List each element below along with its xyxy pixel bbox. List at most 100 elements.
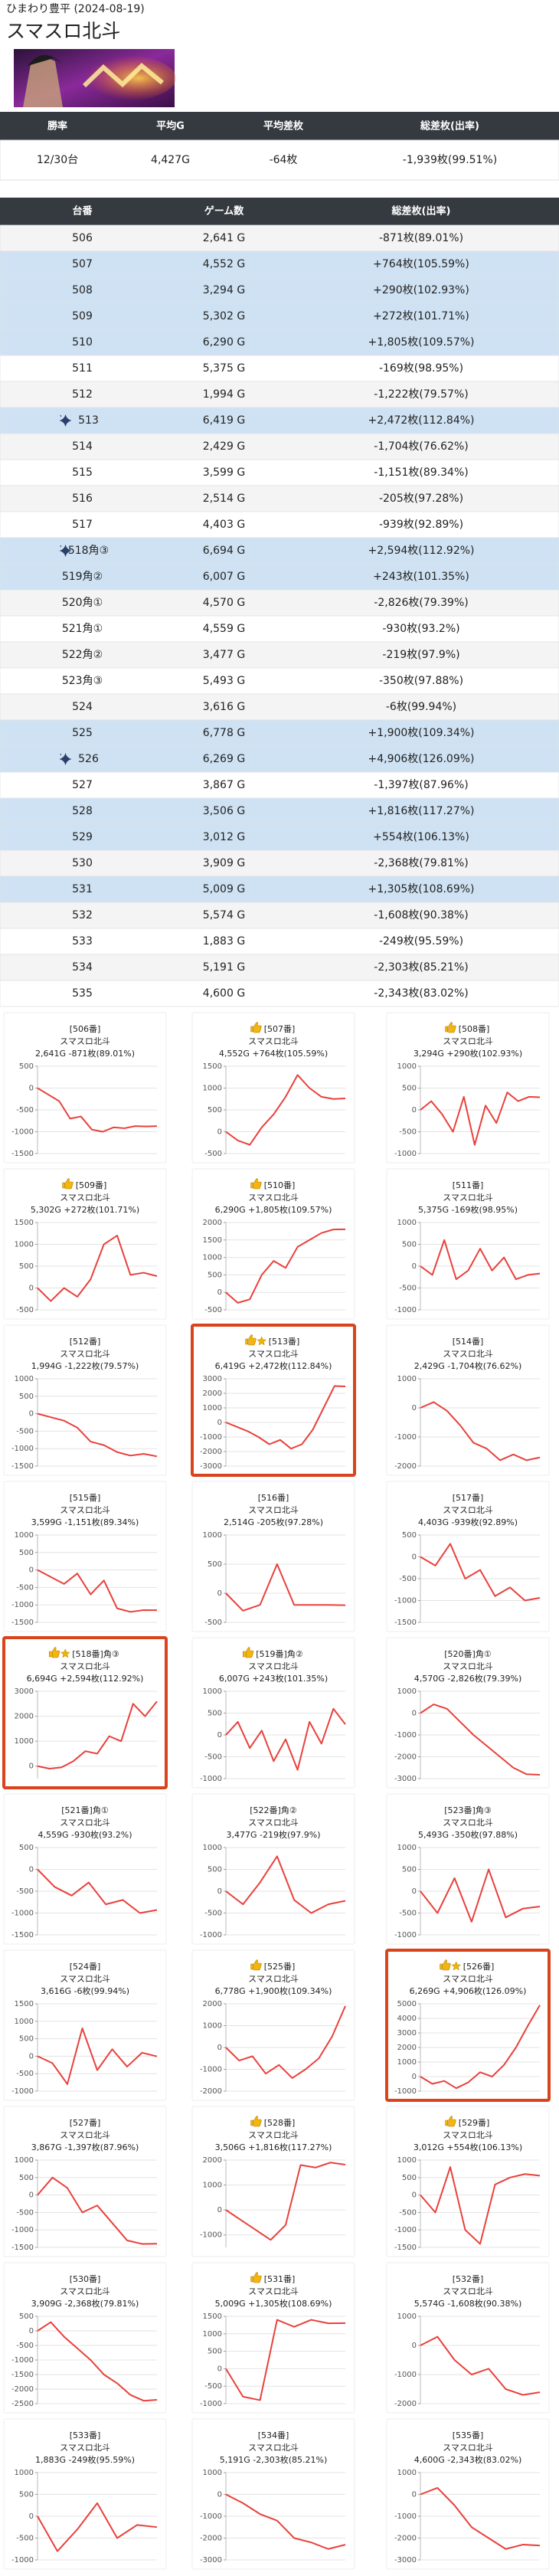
line-series xyxy=(37,1087,158,1133)
line-series xyxy=(37,1868,158,1914)
card-caption: 4,600G -2,343枚(83.02%) xyxy=(414,2454,522,2465)
y-tick-label: 500 xyxy=(402,1085,417,1093)
y-tick-label: 1000 xyxy=(15,1531,34,1540)
thumb-icon xyxy=(242,1647,254,1658)
y-tick-label: -2000 xyxy=(200,2535,222,2543)
y-tick-label: 0 xyxy=(412,1887,417,1896)
y-tick-label: -2500 xyxy=(11,2400,34,2408)
table-row-bg xyxy=(0,303,559,330)
chart-card xyxy=(3,1949,167,2101)
y-tick-label: 0 xyxy=(29,2327,34,2335)
table-row-bg xyxy=(0,641,559,669)
line-series xyxy=(37,2321,158,2402)
card-title: [507番] xyxy=(264,1024,296,1034)
y-tick-label: 3000 xyxy=(203,1375,222,1383)
card-caption: 6,269G +4,906枚(126.09%) xyxy=(410,1985,527,1996)
banner-hair xyxy=(28,54,61,66)
line-series xyxy=(225,1228,346,1304)
summary-cell: -64枚 xyxy=(270,154,298,166)
y-tick-label: 1000 xyxy=(397,2058,417,2067)
y-tick-label: 1000 xyxy=(203,1844,222,1852)
y-tick-label: 1000 xyxy=(397,1062,417,1071)
y-tick-label: 0 xyxy=(29,1285,34,1293)
chart-card xyxy=(2,1636,168,1789)
card-subtitle: スマスロ北斗 xyxy=(60,1818,110,1828)
y-tick-label: -500 xyxy=(399,1128,417,1137)
table-cell: 6,269 G xyxy=(203,753,245,765)
table-cell: -2,303枚(85.21%) xyxy=(374,961,468,974)
summary-header: 平均G xyxy=(156,120,185,133)
card-subtitle: スマスロ北斗 xyxy=(60,2443,110,2453)
y-tick-label: 500 xyxy=(19,2174,34,2182)
y-tick-label: 500 xyxy=(402,1241,417,1249)
table-cell: 519角② xyxy=(62,571,103,583)
table-cell: +272枚(101.71%) xyxy=(373,310,469,322)
table-cell: 6,290 G xyxy=(203,336,245,349)
store-name: ひまわり豊平 (2024-08-19) xyxy=(6,3,145,15)
table-cell: 509 xyxy=(72,310,93,322)
table-cell: 523角③ xyxy=(62,675,103,687)
summary-header-bg xyxy=(0,112,559,140)
table-cell: 526 xyxy=(78,753,99,765)
line-series xyxy=(37,2502,158,2552)
y-tick-label: -500 xyxy=(16,1583,34,1592)
table-cell: +1,805枚(109.57%) xyxy=(368,336,474,349)
card-subtitle: スマスロ北斗 xyxy=(248,1036,299,1046)
card-caption: 1,994G -1,222枚(79.57%) xyxy=(31,1360,139,1371)
y-tick-label: 1500 xyxy=(15,1219,34,1227)
y-tick-label: 1000 xyxy=(203,2022,222,2031)
card-subtitle: スマスロ北斗 xyxy=(248,2130,299,2140)
card-caption: 3,599G -1,151枚(89.34%) xyxy=(31,1517,139,1527)
y-tick-label: -1500 xyxy=(394,2244,417,2252)
table-cell: -939枚(92.89%) xyxy=(379,519,463,531)
table-row-bg xyxy=(0,823,559,851)
summary-row-bg xyxy=(0,139,559,181)
table-cell: -219枚(97.9%) xyxy=(382,649,459,661)
table-row-bg xyxy=(0,667,559,695)
table-header: ゲーム数 xyxy=(204,205,245,218)
table-cell: 515 xyxy=(72,466,93,479)
table-cell: 6,694 G xyxy=(203,545,245,557)
chart-card xyxy=(3,2262,167,2414)
table-cell: -871枚(89.01%) xyxy=(379,232,463,244)
card-subtitle: スマスロ北斗 xyxy=(60,2286,110,2296)
card-title: [513番] xyxy=(269,1337,300,1347)
card-subtitle: スマスロ北斗 xyxy=(60,1193,110,1203)
chart-card xyxy=(3,1481,167,1632)
table-row-bg xyxy=(0,719,559,747)
line-series xyxy=(225,1707,346,1771)
table-cell: -2,368枚(79.81%) xyxy=(374,857,468,869)
card-caption: 4,570G -2,826枚(79.39%) xyxy=(414,1673,522,1684)
line-series xyxy=(225,2319,346,2401)
y-tick-label: -1000 xyxy=(11,1910,34,1918)
summary-header: 勝率 xyxy=(47,120,67,133)
banner-glow xyxy=(69,55,176,101)
card-subtitle: スマスロ北斗 xyxy=(248,1193,299,1203)
table-header: 総差枚(出率) xyxy=(391,205,451,218)
y-tick-label: 0 xyxy=(412,1262,417,1271)
thumb-icon xyxy=(445,1022,456,1033)
table-row-bg xyxy=(0,980,559,1007)
card-caption: 3,909G -2,368枚(79.81%) xyxy=(31,2298,139,2309)
card-title: [521番]角① xyxy=(61,1805,109,1815)
y-tick-label: 500 xyxy=(19,1062,34,1071)
y-tick-label: 0 xyxy=(217,1288,222,1297)
table-cell: -1,222枚(79.57%) xyxy=(374,388,468,401)
card-title: [530番] xyxy=(70,2274,101,2284)
line-series xyxy=(420,1401,541,1461)
table-row-bg xyxy=(0,485,559,512)
card-title: [517番] xyxy=(453,1493,484,1503)
thumb-icon xyxy=(440,1959,451,1971)
table-cell: 511 xyxy=(72,362,93,375)
y-tick-label: 500 xyxy=(19,2035,34,2044)
card-subtitle: スマスロ北斗 xyxy=(248,2443,299,2453)
y-tick-label: 1000 xyxy=(203,1085,222,1093)
card-caption: 1,883G -249枚(95.59%) xyxy=(35,2454,135,2465)
table-cell: 3,477 G xyxy=(203,649,245,661)
table-row-bg xyxy=(0,589,559,617)
sparkle-icon xyxy=(59,414,72,427)
y-tick-label: 0 xyxy=(412,2491,417,2499)
table-cell: 5,191 G xyxy=(203,961,245,974)
card-title: [520番]角① xyxy=(444,1649,492,1659)
y-tick-label: 2000 xyxy=(397,2044,417,2052)
